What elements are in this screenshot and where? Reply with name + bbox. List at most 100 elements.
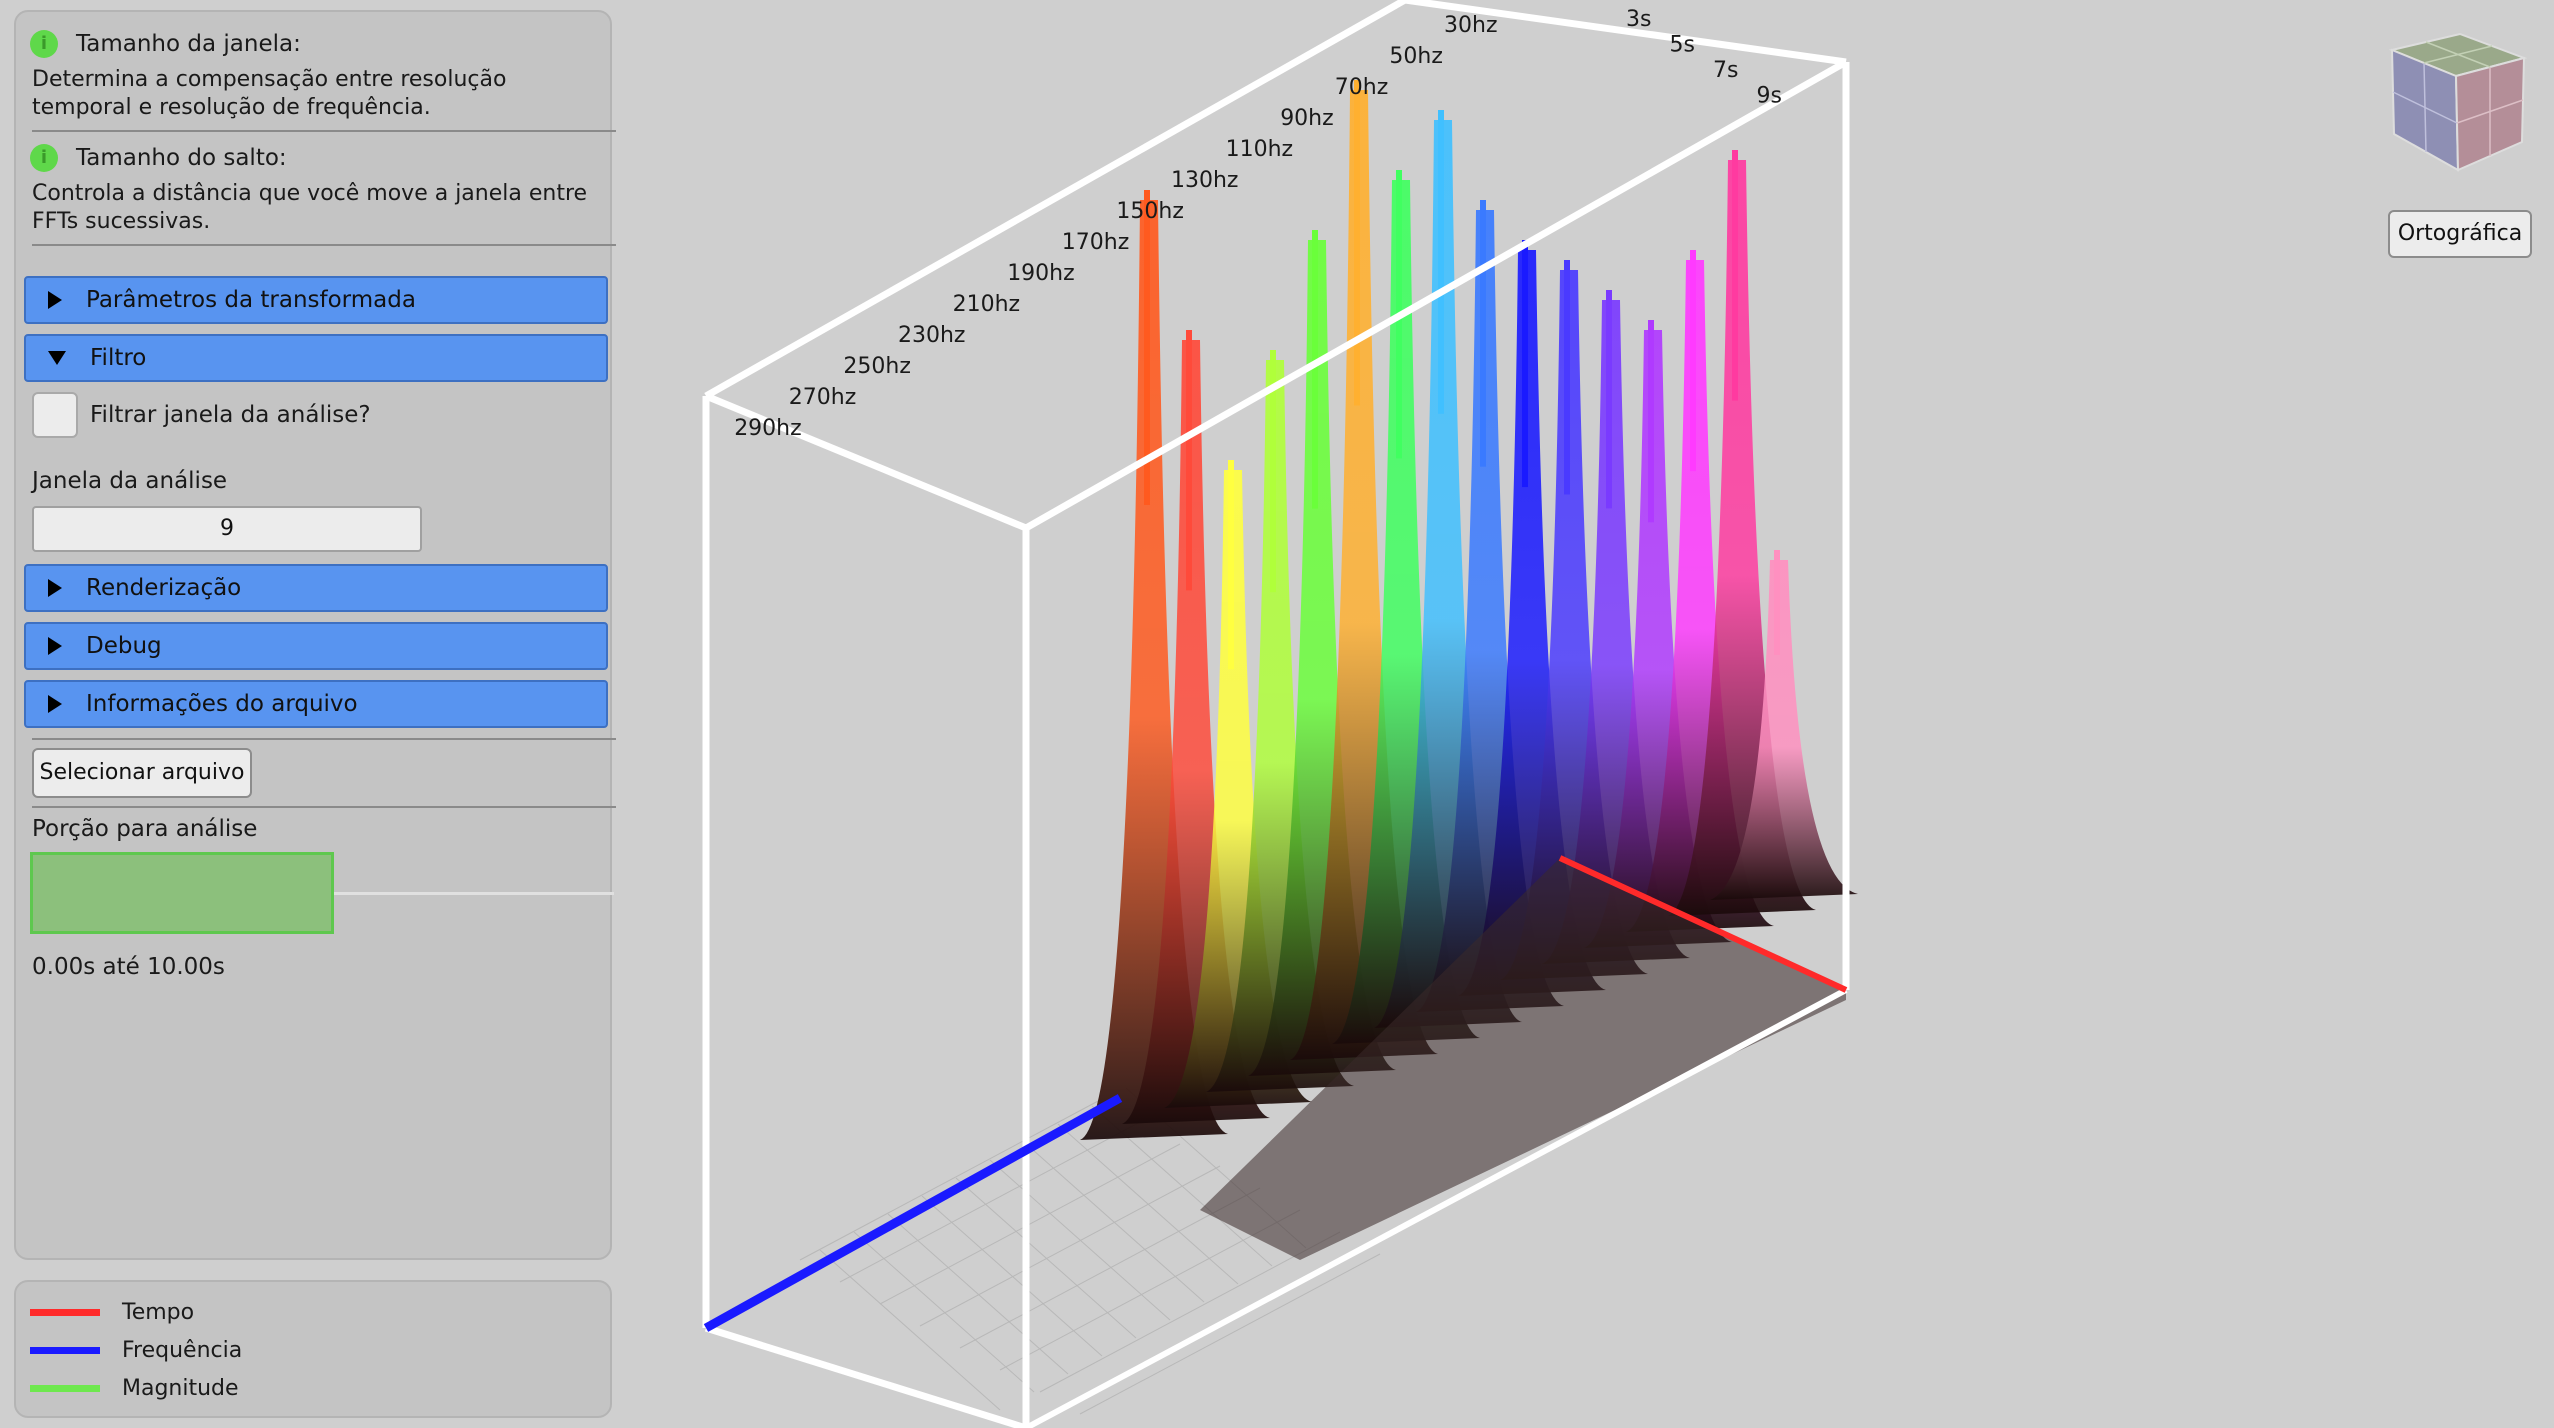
frequency-axis-line (703, 1094, 1123, 1332)
section-label: Filtro (90, 345, 147, 371)
filter-checkbox-label: Filtrar janela da análise? (90, 402, 371, 428)
spectrum-peak (1080, 200, 1228, 1140)
spectrum-peak (1122, 340, 1270, 1124)
freq-tick-label: 170hz (1062, 230, 1129, 255)
help-text: Determina a compensação entre resolução … (32, 67, 507, 120)
spectrum-peak (1626, 260, 1774, 932)
section-label: Debug (86, 633, 162, 659)
grid-line (1023, 1141, 1205, 1303)
legend-label: Tempo (122, 1300, 195, 1325)
freq-tick-label: 290hz (734, 416, 801, 441)
select-file-button[interactable]: Selecionar arquivo (32, 748, 252, 798)
collapsed-arrow-icon (48, 695, 62, 713)
peak-spike (1522, 240, 1528, 488)
grid-line (879, 1143, 1181, 1305)
freq-tick-label: 50hz (1389, 44, 1443, 69)
orientation-cube-icon[interactable] (2388, 30, 2528, 175)
legend-item: Magnitude (30, 1376, 239, 1401)
grid-line (819, 1249, 1001, 1411)
freq-tick-label: 210hz (953, 292, 1020, 317)
divider (32, 130, 616, 132)
spectrum-peak (1416, 210, 1564, 1012)
divider (32, 806, 616, 808)
spectrum-peak (1290, 90, 1438, 1060)
legend-item: Tempo (30, 1300, 194, 1325)
divider (32, 738, 616, 740)
analysis-range-text: 0.00s até 10.00s (32, 954, 225, 980)
help-text: Controla a distância que você move a jan… (32, 181, 588, 234)
section-file-info[interactable]: Informações do arquivo (24, 680, 608, 728)
grid-line (887, 1213, 1069, 1375)
collapsed-arrow-icon (48, 637, 62, 655)
legend-item: Frequência (30, 1338, 242, 1363)
section-debug[interactable]: Debug (24, 622, 608, 670)
grid-line (921, 1195, 1103, 1357)
info-icon[interactable]: i (30, 30, 58, 58)
section-transform-params[interactable]: Parâmetros da transformada (24, 276, 608, 324)
grid-line (1057, 1123, 1239, 1285)
analysis-portion-slider[interactable] (30, 852, 614, 938)
legend-swatch (30, 1309, 100, 1316)
spectrum-peaks (1080, 80, 1858, 1260)
section-label: Parâmetros da transformada (86, 287, 416, 313)
grid-line (989, 1159, 1171, 1321)
grid-line (955, 1177, 1137, 1339)
spectrum-peak (1458, 250, 1606, 996)
spectrum-peak (1164, 470, 1312, 1108)
freq-tick-label: 150hz (1116, 199, 1183, 224)
freq-tick-label: 130hz (1171, 168, 1238, 193)
freq-tick-label: 110hz (1226, 137, 1293, 162)
legend-label: Frequência (122, 1338, 243, 1363)
time-tick-label: 9s (1757, 84, 1782, 109)
peak-spike (1144, 190, 1150, 505)
grid-line (853, 1231, 1035, 1393)
grid-line (919, 1165, 1221, 1327)
plot-bounding-box (702, 0, 1850, 1428)
freq-tick-label: 230hz (898, 323, 965, 348)
analysis-window-label: Janela da análise (32, 468, 228, 494)
section-rendering[interactable]: Renderização (24, 564, 608, 612)
time-tick-label: 7s (1713, 58, 1738, 83)
freq-tick-label: 250hz (843, 354, 910, 379)
spectrum-peak (1668, 160, 1816, 916)
spectrum-peak (1374, 120, 1522, 1028)
peak-spike (1648, 320, 1654, 523)
peak-spike (1732, 150, 1738, 401)
help-title: Tamanho do salto: (76, 145, 287, 171)
help-title: Tamanho da janela: (76, 31, 301, 57)
freq-tick-label: 70hz (1335, 75, 1389, 100)
divider (32, 244, 616, 246)
spectrum-peak (1332, 180, 1480, 1044)
legend-swatch (30, 1347, 100, 1354)
spectrum-peak (1206, 360, 1354, 1092)
freq-tick-label: 90hz (1280, 106, 1334, 131)
analysis-window-input[interactable]: 9 (32, 506, 422, 552)
spectrum-tail (1200, 858, 1846, 1260)
time-tick-label: 5s (1670, 33, 1695, 58)
peak-spike (1228, 460, 1234, 670)
peak-spike (1774, 550, 1780, 655)
axis-legend: Tempo Frequência Magnitude (14, 1280, 612, 1418)
freq-tick-label: 190hz (1007, 261, 1074, 286)
time-axis-labels: 3s 5s 7s 9s (1626, 7, 1782, 109)
grid-line (839, 1121, 1141, 1283)
grid-line (1079, 1253, 1381, 1415)
info-icon[interactable]: i (30, 144, 58, 172)
collapsed-arrow-icon (48, 291, 62, 309)
grid-line (999, 1209, 1301, 1371)
peak-spike (1312, 230, 1318, 509)
peak-spike (1270, 350, 1276, 593)
section-filter[interactable]: Filtro (24, 334, 608, 382)
spectrum-peak (1542, 300, 1690, 964)
analysis-portion-label: Porção para análise (32, 816, 258, 842)
peak-spike (1480, 200, 1486, 467)
slider-selected-range[interactable] (30, 852, 334, 934)
expanded-arrow-icon (48, 351, 66, 365)
peak-spike (1186, 330, 1192, 591)
grid-line (799, 1099, 1101, 1261)
projection-toggle-button[interactable]: Ortográfica (2388, 210, 2532, 258)
filter-window-checkbox[interactable] (32, 392, 78, 438)
control-panel: i Tamanho da janela: Determina a compens… (14, 10, 616, 1260)
